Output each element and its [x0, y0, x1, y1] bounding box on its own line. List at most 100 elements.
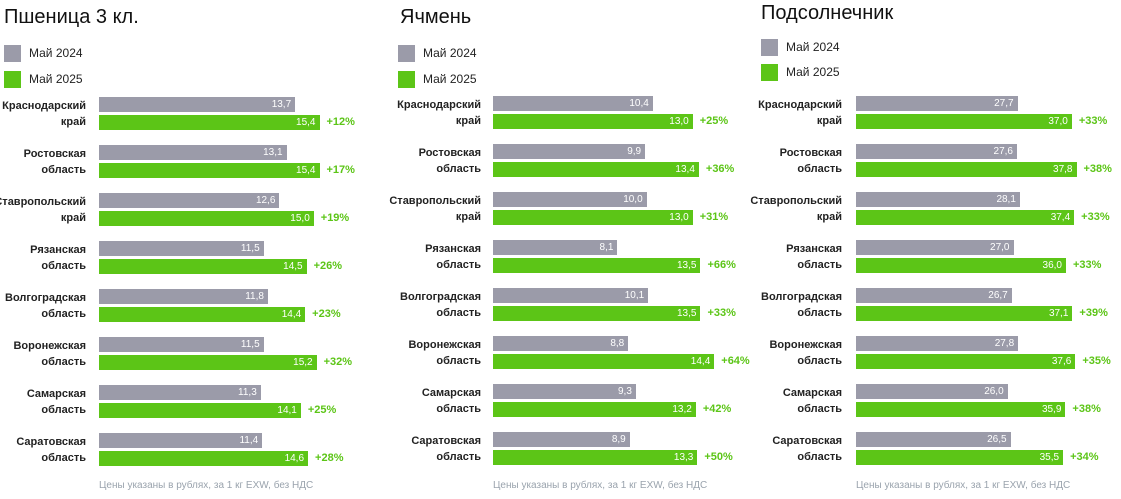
data-label: 13,1 — [263, 147, 283, 158]
bar-may-2025 — [493, 402, 696, 417]
legend-item-may-2025: Май 2025 — [398, 70, 477, 88]
category-label: Волгоградская область — [5, 292, 86, 320]
legend-label: Май 2024 — [423, 46, 477, 60]
category-label: Ставропольский край — [750, 195, 842, 223]
legend-label: Май 2024 — [786, 40, 840, 54]
data-label: 10,0 — [623, 194, 643, 205]
data-label: 27,0 — [990, 242, 1010, 253]
bar-may-2024 — [493, 192, 647, 207]
data-label: 35,9 — [1041, 404, 1062, 415]
data-label: 13,5 — [676, 308, 697, 319]
legend-item-may-2024: Май 2024 — [398, 44, 477, 62]
category-label: Воронежская область — [13, 340, 86, 368]
data-label: 13,0 — [669, 116, 689, 127]
bar-may-2024 — [99, 433, 263, 448]
data-label: 13,0 — [669, 212, 689, 223]
data-label: 14,4 — [690, 356, 711, 367]
category-label: Ростовская область — [779, 147, 842, 175]
data-label: 11,5 — [240, 243, 260, 254]
bar-may-2025 — [493, 450, 698, 465]
legend-label: Май 2025 — [786, 65, 840, 79]
bar-may-2025 — [856, 450, 1064, 465]
footnote: Цены указаны в рублях, за 1 кг EXW, без … — [493, 480, 708, 491]
data-label: 11,5 — [240, 339, 260, 350]
bar-may-2024 — [99, 193, 280, 208]
category-label: Саратовская область — [16, 436, 86, 464]
change-label: +38% — [1072, 403, 1101, 415]
chart-panel: Ячмень Май 2024 Май 2025 Краснодарский край… — [389, 0, 754, 499]
legend-item-may-2025: Май 2025 — [4, 70, 83, 88]
data-label: 15,2 — [293, 357, 313, 368]
bar-may-2025 — [493, 306, 701, 321]
data-label: 37,8 — [1053, 164, 1073, 175]
data-label: 11,3 — [238, 387, 257, 398]
data-label: 13,7 — [271, 99, 292, 110]
category-label: Самарская область — [421, 387, 481, 415]
bar-may-2025 — [493, 210, 693, 225]
change-label: +34% — [1070, 451, 1099, 463]
data-label: 9,3 — [617, 386, 632, 397]
legend-item-may-2024: Май 2024 — [4, 44, 83, 62]
data-label: 10,4 — [629, 98, 649, 109]
bar-may-2024 — [99, 337, 264, 352]
bar-may-2024 — [856, 432, 1011, 447]
data-label: 27,6 — [993, 146, 1013, 157]
legend-item-may-2024: Май 2024 — [761, 38, 840, 56]
data-label: 27,8 — [994, 338, 1015, 349]
bar-may-2024 — [99, 289, 268, 304]
category-label: Самарская область — [782, 387, 842, 415]
category-label: Рязанская область — [425, 243, 481, 271]
bar-may-2024 — [856, 192, 1020, 207]
change-label: +25% — [699, 115, 729, 127]
chart-title: Пшеница 3 кл. — [4, 6, 139, 28]
change-label: +33% — [1073, 259, 1102, 271]
category-label: Саратовская область — [411, 435, 481, 463]
category-label: Ставропольский край — [0, 196, 86, 224]
data-label: 26,5 — [987, 434, 1007, 445]
data-label: 14,4 — [281, 309, 302, 320]
category-label: Краснодарский край — [397, 99, 481, 127]
category-label: Рязанская область — [786, 243, 842, 271]
data-label: 14,6 — [284, 453, 305, 464]
bar-may-2024 — [493, 240, 618, 255]
change-label: +23% — [312, 308, 341, 320]
bar-may-2024 — [856, 144, 1017, 159]
data-label: 9,9 — [627, 146, 642, 157]
category-label: Воронежская область — [408, 339, 481, 367]
change-label: +64% — [721, 355, 750, 367]
legend-swatch — [761, 38, 778, 56]
data-label: 15,4 — [296, 117, 316, 128]
data-label: 28,1 — [996, 194, 1016, 205]
data-label: 14,5 — [283, 261, 303, 272]
change-label: +31% — [699, 211, 729, 223]
bar-may-2025 — [99, 259, 307, 274]
chart-title: Подсолнечник — [761, 2, 894, 24]
legend-label: Май 2024 — [29, 46, 83, 60]
change-label: +33% — [1081, 211, 1110, 223]
bar-may-2025 — [99, 115, 320, 130]
legend-label: Май 2025 — [29, 72, 83, 86]
legend-label: Май 2025 — [423, 72, 477, 86]
legend-swatch — [398, 70, 415, 88]
bar-may-2025 — [493, 258, 701, 273]
bar-may-2025 — [493, 354, 715, 369]
data-label: 13,5 — [676, 260, 697, 271]
change-label: +42% — [702, 403, 732, 415]
bar-may-2024 — [99, 145, 287, 160]
bar-may-2024 — [856, 240, 1014, 255]
legend-item-may-2025: Май 2025 — [761, 63, 840, 81]
legend-swatch — [4, 44, 21, 62]
category-label: Воронежская область — [769, 339, 842, 367]
category-label: Ростовская область — [418, 147, 481, 175]
change-label: +19% — [320, 212, 350, 224]
data-label: 27,7 — [994, 98, 1014, 109]
data-label: 8,1 — [599, 242, 614, 253]
bar-may-2025 — [856, 210, 1075, 225]
data-label: 37,0 — [1048, 116, 1068, 127]
bar-may-2025 — [99, 403, 301, 418]
change-label: +35% — [1082, 355, 1111, 367]
legend-swatch — [761, 63, 778, 81]
data-label: 37,4 — [1050, 212, 1071, 223]
bar-may-2025 — [99, 163, 320, 178]
change-label: +39% — [1079, 307, 1108, 319]
